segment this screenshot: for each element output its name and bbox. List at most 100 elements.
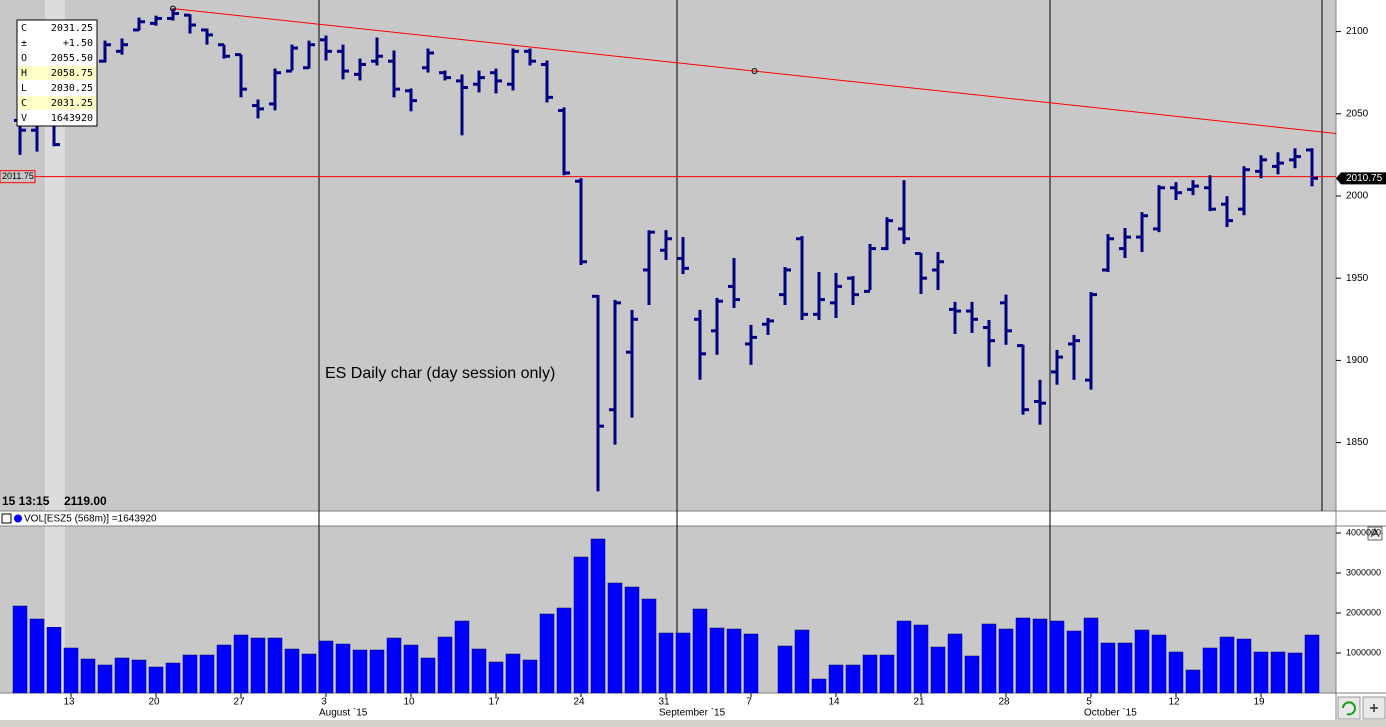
- volume-bar: [794, 629, 810, 694]
- x-tick-label: 21: [913, 697, 925, 708]
- volume-bar: [1049, 620, 1065, 694]
- info-value: 2055.50: [51, 53, 93, 64]
- volume-bar: [1287, 652, 1303, 694]
- volume-bar: [1202, 647, 1218, 694]
- volume-bar: [1219, 636, 1235, 694]
- price-pane: [0, 0, 1336, 511]
- cursor-label: 15 13:15: [2, 494, 50, 508]
- info-label: L: [21, 83, 27, 94]
- reference-label-box: [0, 170, 36, 184]
- volume-bar: [471, 648, 487, 694]
- volume-bar: [1117, 642, 1133, 694]
- volume-bar: [420, 657, 436, 694]
- volume-bar: [556, 607, 572, 694]
- volume-bar: [437, 636, 453, 694]
- y-tick-label: 2100: [1346, 26, 1369, 37]
- volume-bar: [1100, 642, 1116, 694]
- volume-bar: [318, 640, 334, 694]
- trendline: [172, 8, 1337, 135]
- volume-bar: [335, 643, 351, 694]
- volume-bar: [692, 608, 708, 694]
- volume-bar: [454, 620, 470, 694]
- volume-bar: [369, 649, 385, 694]
- auto-icon: [1370, 527, 1380, 538]
- volume-bar: [981, 623, 997, 694]
- volume-bar: [284, 648, 300, 694]
- info-row-highlight: [18, 66, 96, 80]
- last-price-label: 2010.75: [1346, 173, 1383, 184]
- x-tick-label: 3: [321, 697, 327, 708]
- volume-bar: [182, 654, 198, 694]
- volume-bar: [1134, 629, 1150, 694]
- volume-bar: [539, 613, 555, 694]
- volume-bar: [505, 653, 521, 694]
- volume-bar: [1168, 651, 1184, 694]
- y-tick-label: 2000000: [1346, 607, 1381, 617]
- volume-bar: [607, 582, 623, 694]
- x-tick-label: 28: [998, 697, 1010, 708]
- volume-header: VOL[ESZ5 (568m)] =1643920: [24, 514, 157, 525]
- x-tick-label: 10: [403, 697, 415, 708]
- y-tick-label: 1000000: [1346, 647, 1381, 657]
- volume-icon: [14, 514, 22, 523]
- x-tick-label: 5: [1086, 697, 1092, 708]
- volume-bar: [658, 632, 674, 694]
- volume-bar: [879, 654, 895, 694]
- x-tick-label: 13: [63, 697, 75, 708]
- y-tick-label: 1900: [1346, 355, 1369, 366]
- info-label: ±: [21, 38, 27, 49]
- x-tick-label: 20: [148, 697, 160, 708]
- volume-bar: [250, 637, 266, 694]
- y-tick-label: 2000: [1346, 191, 1369, 202]
- volume-bar: [46, 626, 62, 694]
- volume-bar: [675, 632, 691, 694]
- x-tick-label: 17: [488, 697, 500, 708]
- volume-bar: [352, 649, 368, 694]
- volume-bar: [114, 657, 130, 694]
- volume-bar: [709, 627, 725, 694]
- volume-bar: [97, 664, 113, 694]
- x-tick-label: 27: [233, 697, 245, 708]
- volume-bar: [726, 628, 742, 694]
- refresh-button[interactable]: [1337, 696, 1361, 720]
- volume-bar: [1253, 651, 1269, 694]
- reference-label: 2011.75: [2, 171, 34, 181]
- info-value: +1.50: [63, 38, 93, 49]
- info-box: C 2031.25 ± +1.50 O 2055.50 H 2058.75 L 2030.25 C 2…: [16, 19, 98, 127]
- volume-bar: [1066, 630, 1082, 694]
- annotation: ES Daily char (day session only): [325, 365, 555, 382]
- volume-bar: [199, 654, 215, 694]
- volume-bar: [862, 654, 878, 694]
- info-label: C: [21, 98, 27, 109]
- volume-bar: [216, 644, 232, 694]
- volume-bar: [930, 646, 946, 694]
- volume-bar: [301, 653, 317, 694]
- cursor-column: [45, 0, 65, 511]
- info-value: 2058.75: [51, 68, 93, 79]
- y-tick-label: 1850: [1346, 437, 1369, 448]
- info-label: C: [21, 23, 27, 34]
- volume-bar: [1083, 617, 1099, 694]
- info-value: 2030.25: [51, 83, 93, 94]
- last-price-box: [1336, 172, 1386, 185]
- cursor-value: 2119.00: [64, 494, 107, 508]
- y-tick-label: 4000000: [1346, 527, 1381, 537]
- volume-bar: [1304, 634, 1320, 694]
- volume-bar: [1015, 617, 1031, 694]
- info-value: 2031.25: [51, 23, 93, 34]
- month-label: August `15: [319, 707, 368, 719]
- month-dividers: [318, 0, 1323, 693]
- pane-close[interactable]: [1, 513, 12, 524]
- volume-bar: [964, 655, 980, 694]
- volume-bar: [63, 647, 79, 694]
- volume-bar: [590, 538, 606, 694]
- volume-bar: [488, 661, 504, 694]
- volume-bar: [403, 644, 419, 694]
- volume-bar: [573, 556, 589, 694]
- volume-bar: [1032, 618, 1048, 694]
- volume-bar: [624, 586, 640, 694]
- volume-bar: [267, 637, 283, 694]
- info-label: V: [21, 113, 27, 124]
- refresh-icon: [1342, 701, 1356, 716]
